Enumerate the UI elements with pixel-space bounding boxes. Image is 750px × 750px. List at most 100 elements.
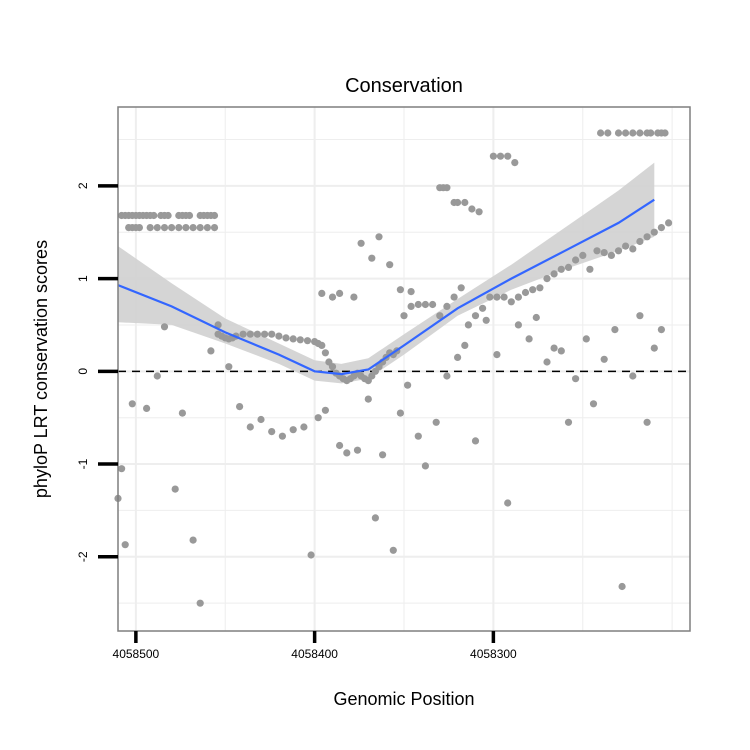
data-point: [203, 224, 211, 232]
data-point: [454, 198, 462, 207]
data-point: [246, 423, 254, 431]
data-point: [443, 302, 451, 310]
data-point: [443, 184, 451, 192]
data-point: [618, 582, 626, 591]
y-axis: -2 -1 0 1 2: [76, 182, 118, 562]
data-point: [543, 358, 551, 366]
data-point: [375, 233, 383, 241]
data-point: [475, 208, 483, 216]
data-point: [185, 211, 194, 220]
data-point: [461, 198, 469, 207]
data-point: [636, 129, 644, 137]
data-point: [643, 233, 651, 241]
data-point: [321, 349, 329, 357]
smooth-line: [117, 198, 655, 376]
data-points: [114, 129, 673, 607]
data-point: [153, 224, 161, 232]
data-point: [414, 300, 422, 309]
data-point: [371, 514, 379, 522]
data-point: [396, 286, 404, 294]
data-point: [246, 330, 254, 338]
data-point: [629, 245, 637, 253]
data-point: [389, 546, 397, 554]
data-point: [607, 251, 616, 259]
data-point: [614, 247, 623, 255]
data-point: [557, 265, 565, 273]
data-point: [421, 462, 429, 470]
data-point: [225, 363, 233, 371]
data-point: [175, 224, 183, 232]
data-point: [404, 381, 412, 389]
data-point: [604, 129, 612, 137]
data-point: [486, 293, 494, 301]
x-tick-label: 4058500: [113, 647, 160, 661]
data-point: [507, 298, 515, 306]
data-point: [429, 300, 437, 309]
data-point: [210, 211, 219, 220]
data-point: [636, 312, 644, 320]
data-point: [543, 275, 551, 283]
data-point: [550, 270, 558, 278]
data-point: [400, 312, 408, 320]
data-point: [268, 330, 276, 338]
data-point: [253, 330, 261, 338]
data-point: [143, 404, 151, 412]
y-tick-label: -1: [76, 458, 90, 469]
data-point: [629, 129, 637, 137]
data-point: [454, 353, 462, 361]
data-point: [597, 129, 605, 137]
x-tick-label: 4058300: [470, 647, 517, 661]
x-axis-title: Genomic Position: [333, 689, 474, 709]
data-point: [407, 302, 415, 310]
data-point: [514, 293, 523, 301]
chart-title: Conservation: [345, 75, 463, 97]
data-point: [657, 224, 666, 232]
data-point: [564, 263, 573, 271]
data-point: [328, 293, 337, 301]
data-point: [643, 418, 651, 426]
data-point: [471, 312, 480, 320]
data-point: [514, 321, 523, 329]
data-point: [600, 355, 608, 363]
data-point: [529, 286, 537, 294]
grid-lines: [118, 107, 690, 631]
data-point: [482, 316, 490, 324]
y-tick-label: -2: [76, 551, 90, 562]
data-point: [196, 224, 204, 232]
data-point: [461, 341, 469, 349]
data-point: [350, 293, 358, 301]
data-point: [564, 418, 573, 426]
y-tick-label: 0: [76, 368, 90, 375]
confidence-ribbon: [118, 162, 655, 384]
data-point: [307, 551, 315, 559]
data-point: [450, 293, 458, 301]
data-point: [278, 432, 286, 440]
data-point: [364, 395, 372, 403]
data-point: [379, 451, 387, 459]
data-point: [164, 211, 172, 220]
data-point: [582, 335, 590, 343]
data-point: [336, 441, 344, 450]
data-point: [236, 403, 244, 411]
data-point: [303, 337, 312, 345]
data-point: [622, 129, 630, 137]
data-point: [321, 406, 329, 414]
data-point: [629, 372, 637, 380]
data-point: [550, 344, 558, 352]
data-point: [557, 347, 565, 355]
data-point: [121, 541, 129, 549]
data-point: [343, 449, 351, 457]
data-point: [525, 335, 533, 343]
data-point: [296, 336, 304, 344]
data-point: [396, 409, 404, 417]
data-point: [593, 247, 601, 255]
data-point: [443, 372, 451, 380]
data-point: [182, 224, 190, 232]
data-point: [407, 288, 415, 296]
data-point: [611, 326, 619, 334]
confidence-ribbon-layer: [118, 162, 655, 384]
data-point: [586, 265, 594, 273]
smooth-line-layer: [117, 198, 655, 376]
x-axis: 4058500 4058400 4058300: [113, 631, 517, 661]
